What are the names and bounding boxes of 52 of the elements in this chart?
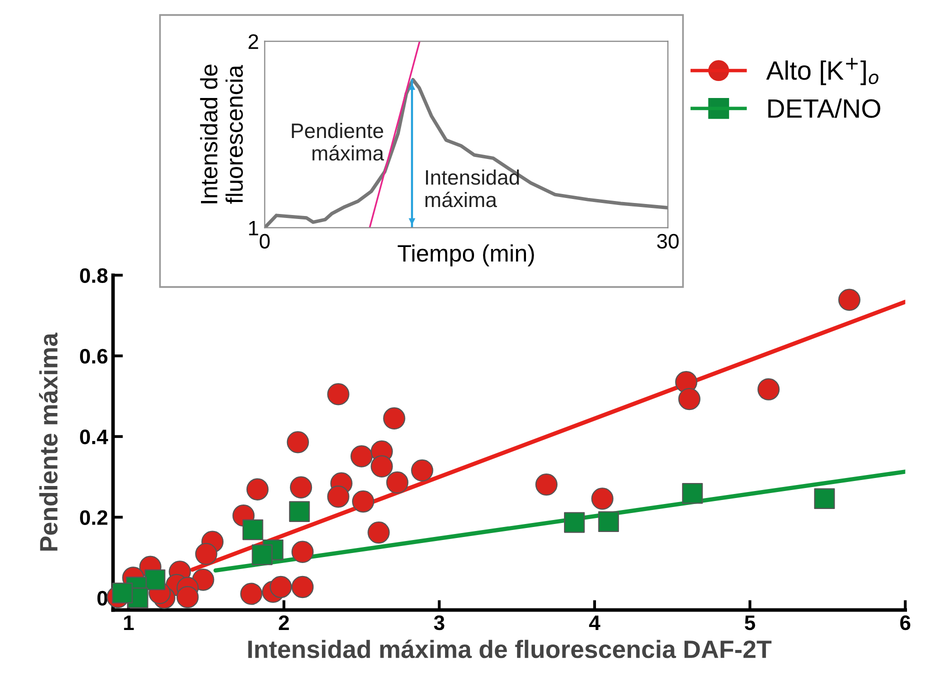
point xyxy=(327,486,350,508)
point xyxy=(242,519,264,540)
point xyxy=(411,459,434,482)
point xyxy=(240,582,262,605)
point xyxy=(246,478,269,500)
x-axis-title: Tiempo (min) xyxy=(398,244,534,266)
point xyxy=(368,521,390,544)
annotation: Pendiente máxima xyxy=(292,122,384,161)
x-tick-label: 6 xyxy=(900,615,910,630)
point xyxy=(286,431,309,454)
point xyxy=(352,490,374,513)
x-tick-label: 2 xyxy=(278,615,289,630)
point xyxy=(350,445,373,468)
point xyxy=(370,455,393,478)
y-axis-title: Intensidad de fluorescencia xyxy=(200,64,243,204)
x-tick-label: 3 xyxy=(434,615,444,630)
point xyxy=(591,488,614,510)
point xyxy=(290,476,312,498)
point xyxy=(535,473,558,496)
y-tick-label: 0.6 xyxy=(80,348,108,364)
x-tick-label: 1 xyxy=(124,616,134,630)
point xyxy=(386,471,408,494)
x-tick-label: 4 xyxy=(589,616,600,630)
point xyxy=(678,388,700,410)
point xyxy=(598,511,619,532)
point xyxy=(112,582,133,604)
point xyxy=(289,501,310,522)
y-tick-label: 0 xyxy=(97,590,108,606)
point xyxy=(291,540,314,563)
point xyxy=(195,542,218,565)
legend-label: Alto [K$^{+}$]$_{o}$ xyxy=(766,58,878,86)
point xyxy=(838,288,860,311)
point xyxy=(327,383,350,406)
x-tick-label: 5 xyxy=(744,616,756,630)
point xyxy=(564,512,585,533)
x-axis-title: Intensidad máxima de fluorescencia DAF-2T xyxy=(248,640,772,658)
point xyxy=(291,576,314,598)
point xyxy=(814,488,835,510)
point xyxy=(252,544,273,566)
y-tick-label: 0.4 xyxy=(80,430,108,444)
point xyxy=(383,407,406,430)
y-tick-label: 0.2 xyxy=(80,510,108,525)
point xyxy=(176,586,199,608)
annotation: Intensidad máxima xyxy=(425,170,519,208)
point xyxy=(144,569,166,590)
legend-label: DETA/NO xyxy=(768,98,880,118)
y-axis-title: Pendiente máxima xyxy=(39,332,58,551)
x-tick-label: 30 xyxy=(657,234,679,249)
point xyxy=(270,576,292,598)
y-tick-label: 0.8 xyxy=(80,268,108,283)
point xyxy=(757,378,780,400)
point xyxy=(682,483,703,504)
